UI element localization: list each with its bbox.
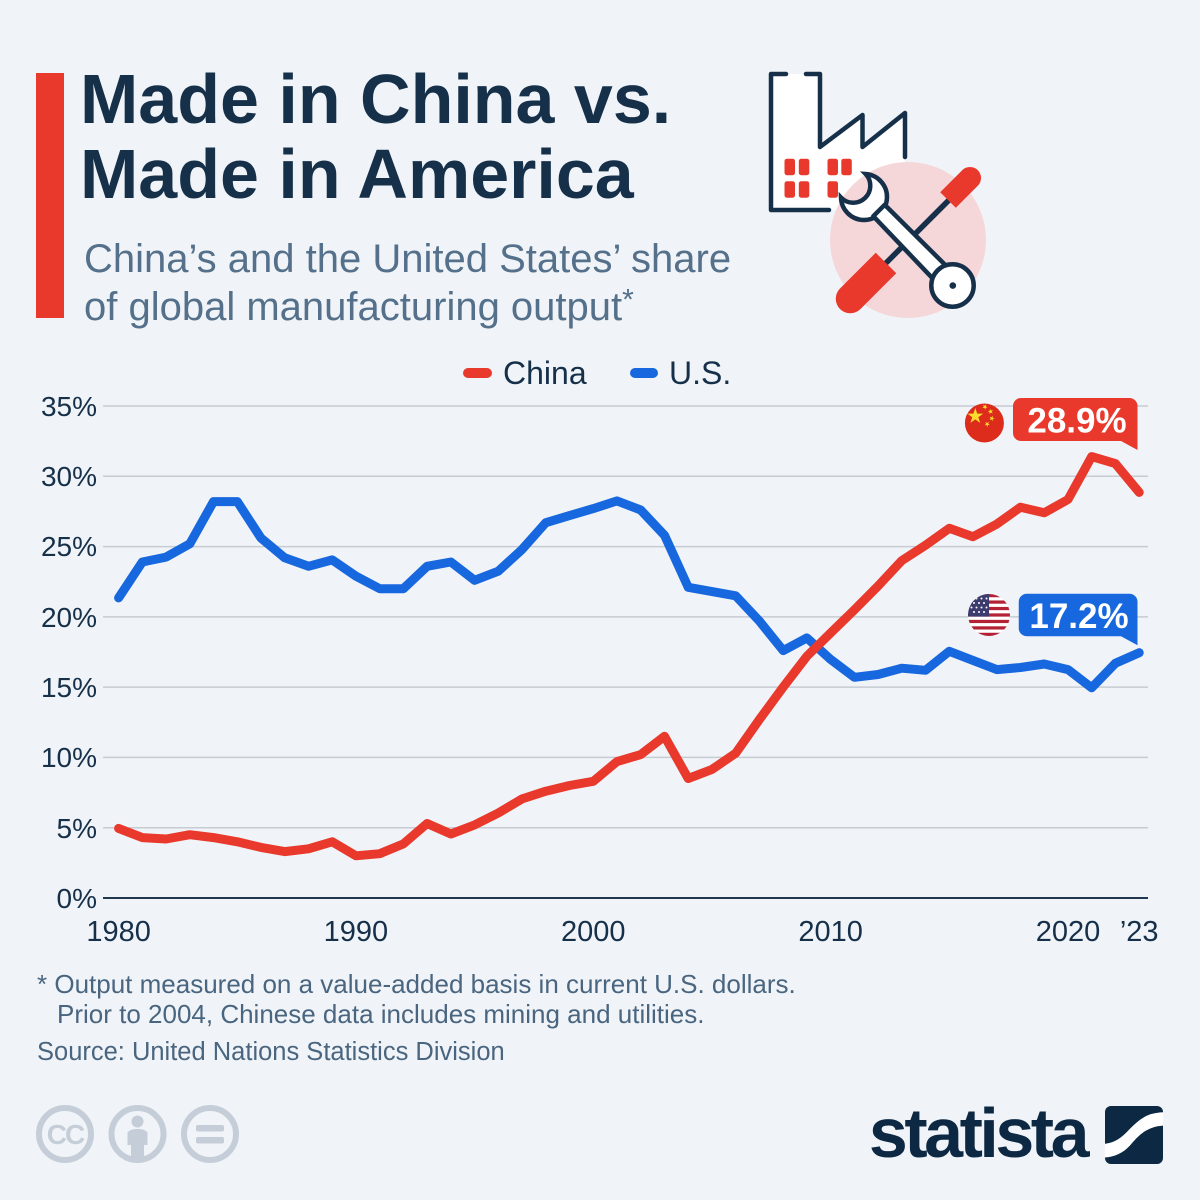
svg-text:0%: 0% [57, 883, 97, 914]
svg-text:5%: 5% [57, 813, 97, 844]
svg-text:2010: 2010 [798, 916, 863, 948]
svg-text:CC: CC [47, 1119, 85, 1150]
svg-text:U.S.: U.S. [669, 355, 731, 391]
svg-text:2000: 2000 [561, 916, 626, 948]
svg-text:’23: ’23 [1120, 916, 1159, 948]
svg-text:15%: 15% [41, 672, 97, 703]
svg-text:China: China [503, 355, 587, 391]
svg-text:1980: 1980 [86, 916, 151, 948]
svg-text:2020: 2020 [1036, 916, 1101, 948]
svg-text:35%: 35% [41, 391, 97, 422]
svg-text:20%: 20% [41, 602, 97, 633]
svg-text:30%: 30% [41, 461, 97, 492]
svg-text:25%: 25% [41, 531, 97, 562]
svg-text:1990: 1990 [324, 916, 389, 948]
svg-text:28.9%: 28.9% [1027, 402, 1126, 441]
svg-text:10%: 10% [41, 742, 97, 773]
svg-text:17.2%: 17.2% [1029, 597, 1128, 636]
